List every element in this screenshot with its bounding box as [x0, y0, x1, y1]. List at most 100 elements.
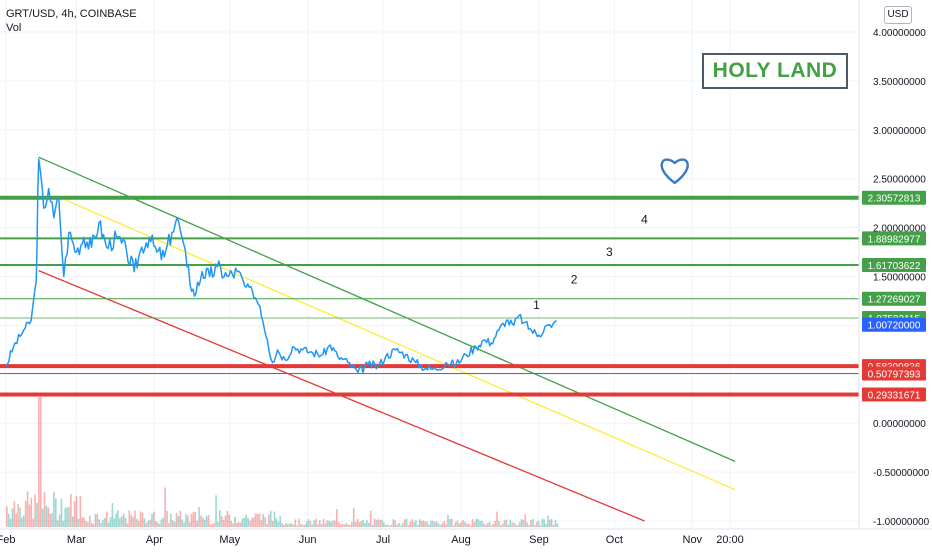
volume-bar: [309, 520, 312, 527]
volume-bar: [475, 518, 478, 527]
volume-bar: [213, 522, 215, 527]
volume-bar: [347, 524, 349, 527]
volume-bar: [279, 515, 281, 527]
volume-bar: [383, 522, 385, 527]
volume-bar: [94, 513, 97, 527]
volume-bar: [526, 522, 528, 527]
volume-bar: [377, 519, 380, 527]
volume-bar: [392, 519, 395, 527]
volume-bar: [181, 519, 183, 527]
volume-bar: [424, 521, 427, 527]
volume-bar: [134, 510, 136, 527]
volume-bar: [498, 521, 500, 527]
volume-bar: [43, 492, 46, 527]
volume-bar: [249, 520, 251, 527]
volume-bar: [384, 524, 387, 527]
price-line[interactable]: [5, 158, 557, 374]
volume-bar: [541, 518, 544, 527]
volume-bar: [458, 523, 461, 527]
volume-bar: [437, 523, 440, 527]
volume-bar: [30, 497, 33, 527]
volume-bar: [366, 520, 368, 527]
volume-bar: [549, 519, 551, 527]
volume-bar: [79, 496, 82, 527]
volume-bar: [77, 518, 80, 527]
volume-bar: [477, 519, 479, 527]
volume-bar: [252, 517, 255, 527]
volume-bar: [435, 521, 438, 527]
volume-bar: [379, 520, 381, 527]
y-tick-label: 0.00000000: [873, 419, 926, 430]
volume-bar: [205, 516, 208, 527]
volume-bar: [509, 519, 512, 527]
volume-bar: [119, 518, 121, 527]
volume-bar: [411, 519, 413, 527]
volume-bar: [230, 520, 232, 527]
volume-bar: [369, 510, 372, 527]
volume-bar: [450, 518, 453, 527]
volume-bar: [185, 513, 187, 527]
volume-bar: [136, 518, 138, 527]
symbol-title: GRT/USD, 4h, COINBASE: [6, 8, 137, 20]
volume-bar: [486, 523, 489, 527]
volume-bar: [113, 518, 116, 527]
volume-bar: [452, 525, 455, 527]
volume-bar: [283, 524, 285, 527]
volume-bar: [471, 518, 474, 527]
price-tag-1.88982977: [862, 231, 926, 246]
volume-bar: [90, 522, 93, 527]
trendline-upper[interactable]: [38, 156, 736, 462]
volume-bar: [305, 521, 308, 527]
volume-bar: [364, 523, 366, 527]
volume-bar: [154, 521, 157, 527]
price-tag-1.61703622: [862, 258, 926, 273]
trendline-middle[interactable]: [61, 197, 736, 491]
volume-bar: [239, 522, 242, 527]
price-tags: 2.30572813 1.88982977 1.61703622 1.27269027…: [862, 190, 926, 402]
y-tick-label: -1.00000000: [873, 517, 930, 528]
volume-bar: [222, 519, 225, 527]
volume-bar: [203, 519, 206, 527]
target-label-3: 3: [606, 245, 613, 259]
volume-bar: [196, 520, 199, 527]
volume-bar: [228, 514, 231, 527]
volume-bar: [507, 524, 510, 527]
volume-bar: [371, 524, 374, 527]
volume-bar: [194, 511, 197, 527]
volume-bar: [266, 523, 268, 527]
y-tick-label: 2.00000000: [873, 224, 926, 235]
volume-bar: [368, 522, 370, 527]
volume-bar: [139, 511, 142, 527]
volume-bar: [124, 517, 127, 527]
volume-bar: [104, 518, 106, 527]
volume-bar: [394, 520, 396, 527]
volume-bar: [117, 510, 119, 527]
volume-bar: [236, 522, 238, 527]
volume-bar: [317, 524, 319, 527]
horizontal-levels: [0, 195, 859, 397]
volume-bar: [88, 515, 91, 527]
volume-bar: [501, 523, 504, 527]
currency-button[interactable]: USD: [884, 6, 912, 24]
volume-bar: [75, 496, 78, 527]
volume-bar: [522, 519, 525, 527]
volume-bar: [224, 515, 227, 527]
price-tag-1.88982977-text: 1.88982977: [868, 234, 921, 245]
volume-bar: [356, 519, 359, 527]
volume-bar: [268, 514, 270, 527]
volume-bar: [143, 518, 146, 527]
volume-bar: [405, 518, 408, 527]
volume-bar: [360, 521, 363, 527]
volume-bar: [467, 523, 470, 527]
y-tick-label: 3.50000000: [873, 77, 926, 88]
x-tick-label: Oct: [606, 534, 623, 546]
volume-bar: [473, 522, 476, 527]
volume-bar: [121, 516, 123, 527]
volume-bar: [415, 520, 417, 527]
volume-bar: [232, 523, 234, 527]
volume-bar: [396, 524, 398, 527]
volume-bar: [41, 508, 44, 527]
volume-bar: [390, 524, 393, 527]
